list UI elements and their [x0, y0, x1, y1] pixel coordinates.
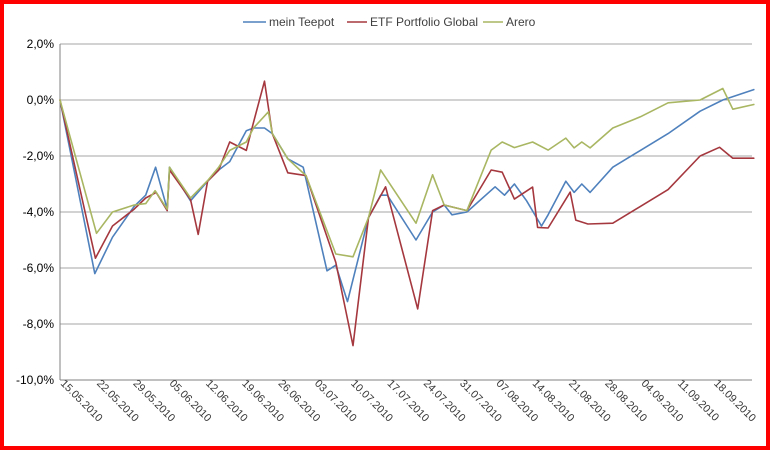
- svg-text:-6,0%: -6,0%: [23, 261, 55, 275]
- svg-text:2,0%: 2,0%: [27, 37, 55, 51]
- svg-text:-10,0%: -10,0%: [16, 373, 54, 387]
- svg-text:Arero: Arero: [506, 15, 536, 29]
- svg-text:-4,0%: -4,0%: [23, 205, 55, 219]
- svg-text:mein Teepot: mein Teepot: [269, 15, 335, 29]
- svg-text:-8,0%: -8,0%: [23, 317, 55, 331]
- svg-text:ETF Portfolio Global: ETF Portfolio Global: [370, 15, 478, 29]
- svg-text:-2,0%: -2,0%: [23, 149, 55, 163]
- svg-text:0,0%: 0,0%: [27, 93, 55, 107]
